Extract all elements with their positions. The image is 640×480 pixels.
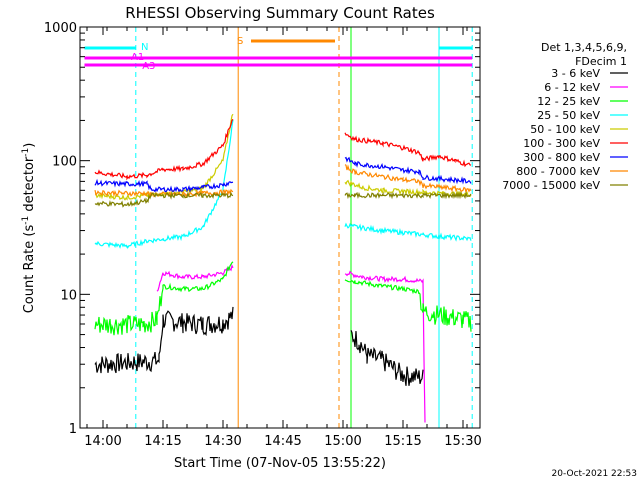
legend-entry: 300 - 800 keV <box>523 151 600 164</box>
series-line <box>94 113 234 201</box>
status-label: A1 <box>131 52 144 63</box>
legend-entry: 800 - 7000 keV <box>516 165 600 178</box>
legend-title: FDecim 1 <box>575 55 627 68</box>
y-tick-label: 10 <box>60 288 77 303</box>
legend-entry: 3 - 6 keV <box>551 67 600 80</box>
plot-frame <box>79 26 481 429</box>
x-tick-label: 15:30 <box>444 434 481 449</box>
legend-entry: 7000 - 15000 keV <box>502 179 600 192</box>
series-line <box>94 178 234 193</box>
status-label: N <box>141 42 148 53</box>
y-tick-label: 1 <box>69 422 77 437</box>
x-axis-label: Start Time (07-Nov-05 13:55:22) <box>174 456 386 471</box>
x-tick-label: 14:30 <box>204 434 241 449</box>
legend-entry: 25 - 50 keV <box>537 109 600 122</box>
series-line <box>94 306 234 374</box>
footer-timestamp: 20-Oct-2021 22:53 <box>552 469 637 479</box>
status-label: S <box>237 36 243 47</box>
x-axis: 14:00 14:15 14:30 14:45 15:00 15:15 15:30 <box>84 27 482 449</box>
series-line <box>344 191 472 200</box>
legend-entry: 12 - 25 keV <box>537 95 600 108</box>
chart-title: RHESSI Observing Summary Count Rates <box>125 4 435 22</box>
y-tick-label: 1000 <box>44 21 77 36</box>
y-axis-label: Count Rate (s-1 detector-1) <box>21 143 37 314</box>
series-line <box>344 222 472 242</box>
legend-entry: 50 - 100 keV <box>530 123 600 136</box>
y-label-part: Count Rate (s <box>22 225 37 314</box>
x-tick-label: 14:45 <box>264 434 301 449</box>
series-line <box>344 279 472 332</box>
status-label: A3 <box>142 61 155 72</box>
y-label-part: ) <box>22 143 37 148</box>
y-axis-label-text: Count Rate (s-1 detector-1) <box>21 143 37 314</box>
series-line <box>94 188 234 198</box>
series-line <box>94 118 234 181</box>
y-label-part: -1 <box>21 148 31 157</box>
series-line <box>344 270 426 423</box>
y-label-part: detector <box>22 156 37 216</box>
legend-entry: 100 - 300 keV <box>523 137 600 150</box>
series-line <box>94 119 234 250</box>
series-line <box>156 264 234 292</box>
y-tick-label: 100 <box>52 155 77 170</box>
x-tick-label: 14:15 <box>144 434 181 449</box>
y-label-part: -1 <box>21 216 31 225</box>
series-line <box>94 261 234 336</box>
series-line <box>344 164 472 194</box>
x-tick-label: 15:15 <box>384 434 421 449</box>
legend-entry: 6 - 12 keV <box>544 81 600 94</box>
series-line <box>344 132 472 168</box>
series-line <box>344 156 472 185</box>
legend-title: Det 1,3,4,5,6,9, <box>541 41 627 54</box>
x-tick-label: 15:00 <box>324 434 361 449</box>
series-line <box>94 191 234 208</box>
series-line <box>350 330 424 386</box>
x-tick-label: 14:00 <box>84 434 121 449</box>
y-axis: 1 10 100 1000 <box>44 21 480 437</box>
